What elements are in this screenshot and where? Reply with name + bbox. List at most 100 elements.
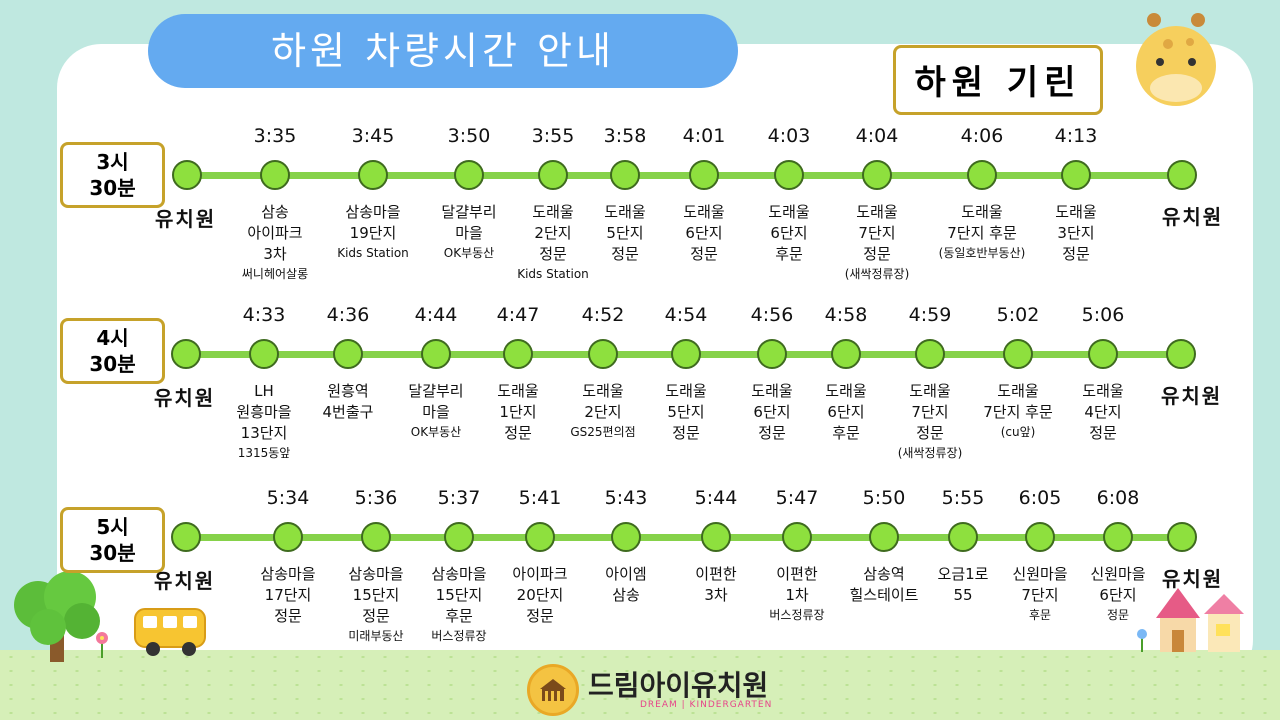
grass-pattern xyxy=(0,650,1280,720)
stop-label: 도래울 6단지 후문 xyxy=(729,202,849,265)
stop-time: 4:59 xyxy=(908,304,952,326)
stop-landmark: 후문 xyxy=(1028,608,1052,622)
stop-name: 도래울 5단지 정문 xyxy=(665,382,707,442)
stop-dot xyxy=(454,160,484,190)
stop-name: 아이파크 20단지 정문 xyxy=(512,565,568,625)
stop-time: 4:54 xyxy=(664,304,708,326)
stop-name: 신원마을 6단지 xyxy=(1090,565,1146,604)
stop-dot xyxy=(1061,160,1091,190)
stop-dot xyxy=(862,160,892,190)
stop-dot xyxy=(915,339,945,369)
stop-label: 도래울 6단지 정문 xyxy=(644,202,764,265)
stop-dot xyxy=(333,339,363,369)
stop-landmark: 버스정류장 xyxy=(431,629,487,643)
stop-landmark: Kids Station xyxy=(517,267,589,281)
stop-name: 도래울 5단지 정문 xyxy=(604,203,646,263)
stop-time: 4:13 xyxy=(1054,125,1098,147)
stop-label: 도래울 3단지 정문 xyxy=(1016,202,1136,265)
stop-time: 5:34 xyxy=(266,487,310,509)
route-start-minute: 30분 xyxy=(89,176,136,200)
stop-landmark: Kids Station xyxy=(337,246,409,260)
stop-label: LH 원흥마을 13단지 1315동앞 xyxy=(204,381,324,463)
stop-dot xyxy=(538,160,568,190)
stop-label: 도래울 4단지 정문 xyxy=(1043,381,1163,444)
stop-name: 신원마을 7단지 xyxy=(1012,565,1068,604)
stop-landmark: (cu앞) xyxy=(1000,425,1036,439)
stop-name: 이편한 1차 xyxy=(776,565,818,604)
stop-name: 달걀부리 마을 xyxy=(408,382,464,421)
stop-label: 도래울 7단지 정문 (새싹정류장) xyxy=(870,381,990,463)
stop-dot xyxy=(249,339,279,369)
stop-dot xyxy=(588,339,618,369)
stop-label: 도래울 7단지 정문 (새싹정류장) xyxy=(817,202,937,284)
stop-time: 5:50 xyxy=(862,487,906,509)
stop-name: 도래울 7단지 후문 xyxy=(947,203,1017,242)
stop-dot xyxy=(701,522,731,552)
stop-label: 도래울 2단지 GS25편의점 xyxy=(543,381,663,442)
stop-name: 아이엠 삼송 xyxy=(605,565,647,604)
stop-dot xyxy=(171,339,201,369)
route-start-label: 유치원 xyxy=(154,386,216,410)
stop-time: 5:43 xyxy=(604,487,648,509)
stop-dot xyxy=(774,160,804,190)
stop-label: 도래울 2단지 정문 Kids Station xyxy=(493,202,613,284)
stop-dot xyxy=(757,339,787,369)
stop-time: 3:35 xyxy=(253,125,297,147)
stop-label: 이편한 1차 버스정류장 xyxy=(737,564,857,625)
stop-name: 도래울 1단지 정문 xyxy=(497,382,539,442)
stop-time: 4:52 xyxy=(581,304,625,326)
stop-dot xyxy=(273,522,303,552)
stop-label: 도래울 7단지 후문 (동일호반부동산) xyxy=(922,202,1042,263)
stop-name: 삼송마을 15단지 정문 xyxy=(348,565,404,625)
kindergarten-name: 드림아이유치원 xyxy=(588,669,769,702)
stop-dot xyxy=(525,522,555,552)
stop-dot xyxy=(782,522,812,552)
kindergarten-logo-icon xyxy=(527,664,579,716)
stop-time: 6:05 xyxy=(1018,487,1062,509)
stop-time: 4:47 xyxy=(496,304,540,326)
stop-time: 4:04 xyxy=(855,125,899,147)
stop-name: LH 원흥마을 13단지 xyxy=(236,382,292,442)
stop-landmark: (동일호반부동산) xyxy=(938,246,1026,260)
stop-landmark: 1315동앞 xyxy=(237,446,291,460)
stop-name: 이편한 3차 xyxy=(695,565,737,604)
stop-dot xyxy=(689,160,719,190)
stop-name: 삼송마을 19단지 xyxy=(345,203,401,242)
stop-dot xyxy=(948,522,978,552)
route-start-minute: 30분 xyxy=(89,541,136,565)
stop-dot xyxy=(171,522,201,552)
stop-name: 삼송 아이파크 3차 xyxy=(247,203,303,263)
stop-name: 도래울 7단지 정문 xyxy=(909,382,951,442)
stop-name: 도래울 4단지 정문 xyxy=(1082,382,1124,442)
stop-time: 4:56 xyxy=(750,304,794,326)
stop-dot xyxy=(361,522,391,552)
stop-name: 삼송역 힐스테이트 xyxy=(849,565,919,604)
stop-dot xyxy=(1103,522,1133,552)
stop-time: 4:58 xyxy=(824,304,868,326)
route-line xyxy=(186,534,1182,541)
stop-dot xyxy=(444,522,474,552)
stop-time: 5:41 xyxy=(518,487,562,509)
stop-name: 삼송마을 15단지 후문 xyxy=(431,565,487,625)
stop-dot xyxy=(869,522,899,552)
stop-label: 도래울 5단지 정문 xyxy=(626,381,746,444)
flower-icon xyxy=(1137,629,1147,652)
stop-label: 아이파크 20단지 정문 xyxy=(480,564,600,627)
stop-time: 4:36 xyxy=(326,304,370,326)
stop-label: 도래울 5단지 정문 xyxy=(565,202,685,265)
stop-dot xyxy=(611,522,641,552)
stop-label: 삼송역 힐스테이트 xyxy=(824,564,944,606)
stop-landmark: (새싹정류장) xyxy=(897,446,963,460)
stop-name: 도래울 7단지 후문 xyxy=(983,382,1053,421)
stop-dot xyxy=(1003,339,1033,369)
stop-label: 도래울 7단지 후문 (cu앞) xyxy=(958,381,1078,442)
stop-time: 5:55 xyxy=(941,487,985,509)
stop-time: 3:50 xyxy=(447,125,491,147)
stop-time: 4:03 xyxy=(767,125,811,147)
stop-dot xyxy=(1167,522,1197,552)
stop-dot xyxy=(1167,160,1197,190)
stop-name: 도래울 6단지 정문 xyxy=(683,203,725,263)
stop-time: 4:01 xyxy=(682,125,726,147)
